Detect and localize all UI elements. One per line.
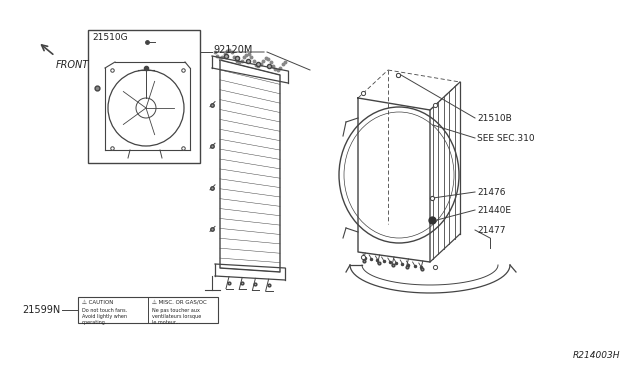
Text: 92120M: 92120M [213, 45, 252, 55]
Text: 21476: 21476 [477, 187, 506, 196]
Text: Do not touch fans.
Avoid lightly when
operating.: Do not touch fans. Avoid lightly when op… [82, 308, 127, 325]
Text: 21510G: 21510G [92, 32, 127, 42]
Text: 21510B: 21510B [477, 113, 512, 122]
Text: FRONT: FRONT [56, 60, 89, 70]
Text: R214003H: R214003H [573, 350, 620, 359]
Text: SEE SEC.310: SEE SEC.310 [477, 134, 534, 142]
Text: ⚠ MISC. OR GAS/OC: ⚠ MISC. OR GAS/OC [152, 300, 207, 305]
Text: Ne pas toucher aux
ventilateurs lorsque
le moteur...: Ne pas toucher aux ventilateurs lorsque … [152, 308, 201, 325]
Bar [88, 30, 200, 163]
Text: 21440E: 21440E [477, 205, 511, 215]
Text: ⚠ CAUTION: ⚠ CAUTION [82, 300, 113, 305]
Text: 21477: 21477 [477, 225, 506, 234]
Text: 21599N: 21599N [22, 305, 60, 315]
Bar [78, 297, 218, 323]
